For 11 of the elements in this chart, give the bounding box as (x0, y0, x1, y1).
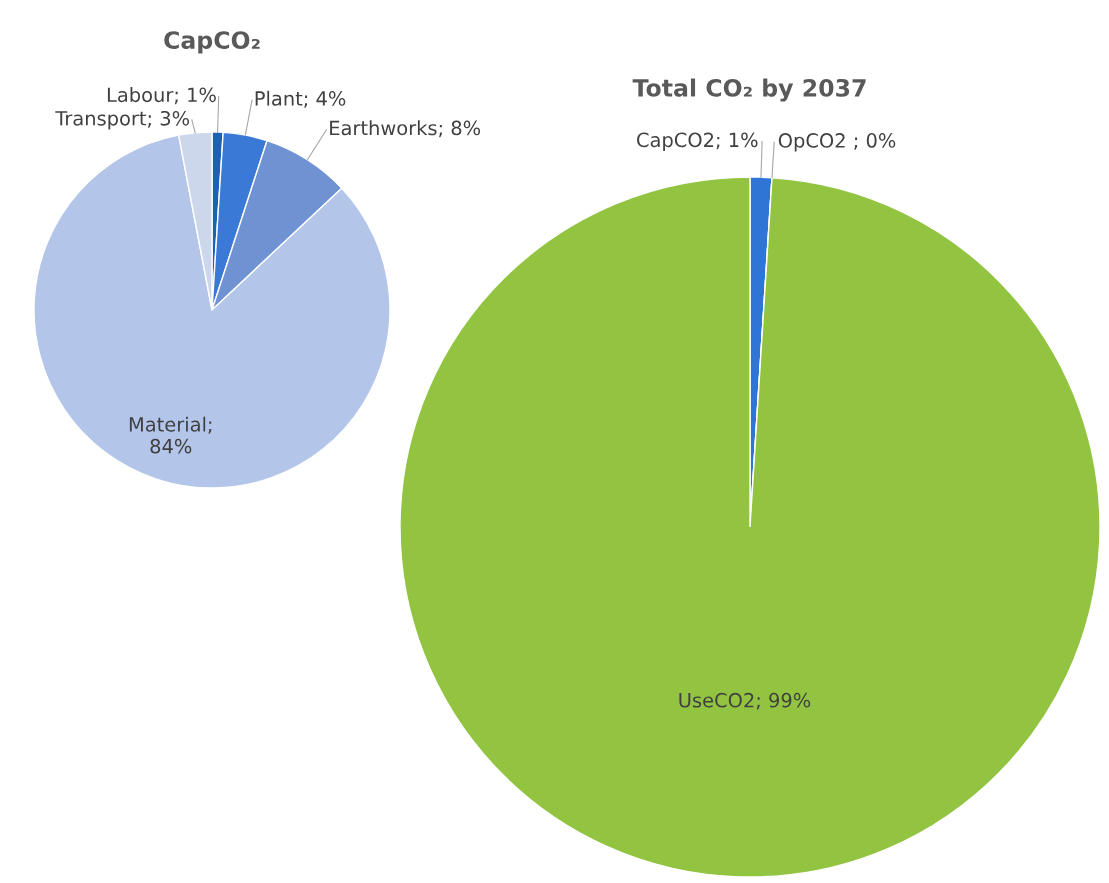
category-label: OpCO2 ; 0% (778, 133, 896, 152)
slice-label: Labour; 1% (107, 87, 216, 105)
pie-slice (399, 176, 1101, 878)
slice-label: Transport; 3% (55, 110, 190, 130)
slice-label: Earthworks; 8% (330, 120, 481, 138)
slice-label: UseCO2; 99% (679, 692, 811, 710)
slice-label: CapCO2; 1% (637, 132, 758, 151)
chart-title: CapCO₂ (164, 31, 260, 54)
slice-label: Material; 84% (129, 416, 212, 454)
slice-label: Plant; 4% (255, 90, 346, 108)
chart-title: Total CO₂ by 2037 (632, 78, 866, 102)
